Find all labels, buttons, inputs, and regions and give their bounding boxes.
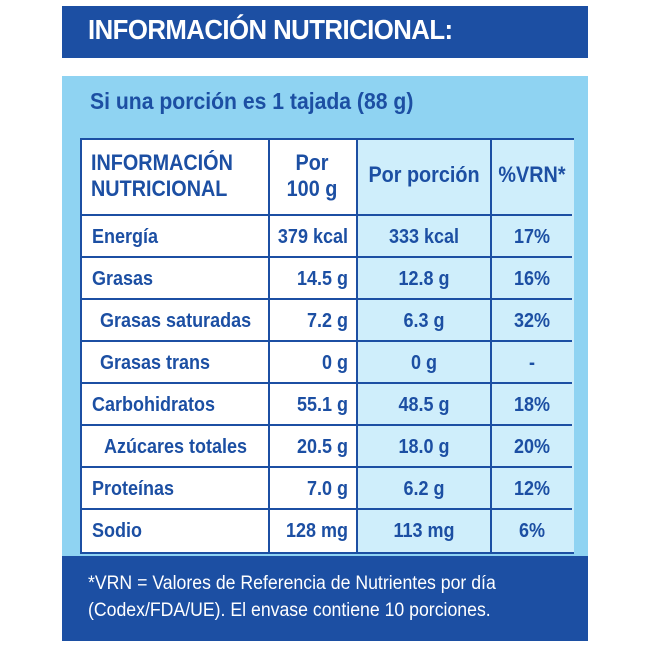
header-nutrient: INFORMACIÓN NUTRICIONAL	[82, 150, 249, 202]
header-vrn: %VRN*	[498, 162, 566, 187]
header-band	[62, 6, 588, 58]
nutrient-name: Sodio	[92, 520, 142, 542]
value-per-portion: 12.8 g	[398, 268, 450, 290]
value-vrn: 12%	[513, 478, 551, 500]
value-per-100g: 55.1 g	[296, 394, 348, 416]
footnote-text: *VRN = Valores de Referencia de Nutrient…	[88, 570, 534, 624]
header-per-portion: Por porción	[368, 162, 480, 187]
value-vrn: 6%	[518, 520, 546, 542]
nutrient-name: Grasas	[92, 268, 154, 290]
value-per-portion: 48.5 g	[398, 394, 450, 416]
header-per-100g: Por 100 g	[272, 150, 351, 202]
row-divider	[82, 424, 572, 426]
value-vrn: 18%	[513, 394, 551, 416]
row-divider	[82, 256, 572, 258]
value-per-100g: 379 kcal	[277, 226, 348, 248]
value-per-portion: 333 kcal	[388, 226, 460, 248]
header-nutrient-line1: INFORMACIÓN	[91, 150, 233, 175]
nutrient-name: Carbohidratos	[92, 394, 216, 416]
column-divider	[356, 140, 358, 552]
column-divider	[268, 140, 270, 552]
footnote-line1: *VRN = Valores de Referencia de Nutrient…	[88, 573, 496, 594]
nutrition-table: INFORMACIÓN NUTRICIONAL Por 100 g Por po…	[80, 138, 574, 554]
nutrient-name: Grasas saturadas	[100, 310, 252, 332]
serving-size-text: Si una porción es 1 tajada (88 g)	[90, 88, 414, 114]
footnote-line2: (Codex/FDA/UE). El envase contiene 10 po…	[88, 600, 491, 621]
value-per-portion: 6.3 g	[403, 310, 445, 332]
value-vrn: 16%	[513, 268, 551, 290]
value-per-100g: 0 g	[321, 352, 348, 374]
header-per-100g-line1: Por	[295, 150, 329, 175]
value-per-100g: 7.0 g	[306, 478, 348, 500]
header-nutrient-line2: NUTRICIONAL	[91, 176, 228, 201]
value-per-portion: 18.0 g	[398, 436, 450, 458]
value-vrn: 32%	[513, 310, 551, 332]
row-divider	[82, 382, 572, 384]
page-title: INFORMACIÓN NUTRICIONAL:	[88, 14, 453, 45]
value-per-100g: 128 mg	[285, 520, 348, 542]
value-vrn: 20%	[513, 436, 551, 458]
header-per-100g-line2: 100 g	[286, 176, 338, 201]
value-vrn: 17%	[513, 226, 551, 248]
row-divider	[82, 508, 572, 510]
value-per-100g: 20.5 g	[296, 436, 348, 458]
row-divider	[82, 214, 572, 216]
footnote-band	[62, 556, 588, 641]
row-divider	[82, 340, 572, 342]
value-per-portion: 113 mg	[393, 520, 455, 542]
row-divider	[82, 298, 572, 300]
row-divider	[82, 466, 572, 468]
value-per-100g: 14.5 g	[296, 268, 348, 290]
portion-columns-shade	[358, 140, 574, 552]
column-divider	[490, 140, 492, 552]
nutrient-name: Energía	[92, 226, 159, 248]
nutrient-name: Proteínas	[92, 478, 175, 500]
value-per-portion: 0 g	[410, 352, 438, 374]
nutrient-name: Grasas trans	[100, 352, 211, 374]
value-per-100g: 7.2 g	[306, 310, 348, 332]
value-per-portion: 6.2 g	[403, 478, 445, 500]
value-vrn: -	[528, 352, 535, 374]
nutrient-name: Azúcares totales	[104, 436, 248, 458]
